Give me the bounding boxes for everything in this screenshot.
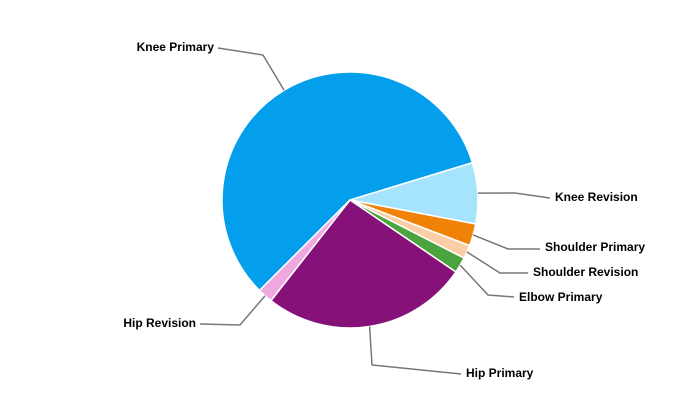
leader-line xyxy=(466,251,528,274)
leader-line xyxy=(477,192,551,199)
leader-line xyxy=(217,47,285,91)
slice-label: Hip Revision xyxy=(123,316,196,330)
pie-slice xyxy=(221,71,474,292)
leader-line xyxy=(472,234,540,250)
pie-slice xyxy=(269,198,457,329)
leader-line xyxy=(199,295,266,326)
leader-line xyxy=(368,326,462,375)
slice-label: Elbow Primary xyxy=(519,290,603,304)
leader-line xyxy=(459,264,515,298)
slice-label: Hip Primary xyxy=(466,366,534,380)
slice-label: Knee Primary xyxy=(137,40,215,54)
slice-label: Knee Revision xyxy=(555,190,638,204)
slice-label: Shoulder Primary xyxy=(545,240,645,254)
slice-label: Shoulder Revision xyxy=(533,265,638,279)
